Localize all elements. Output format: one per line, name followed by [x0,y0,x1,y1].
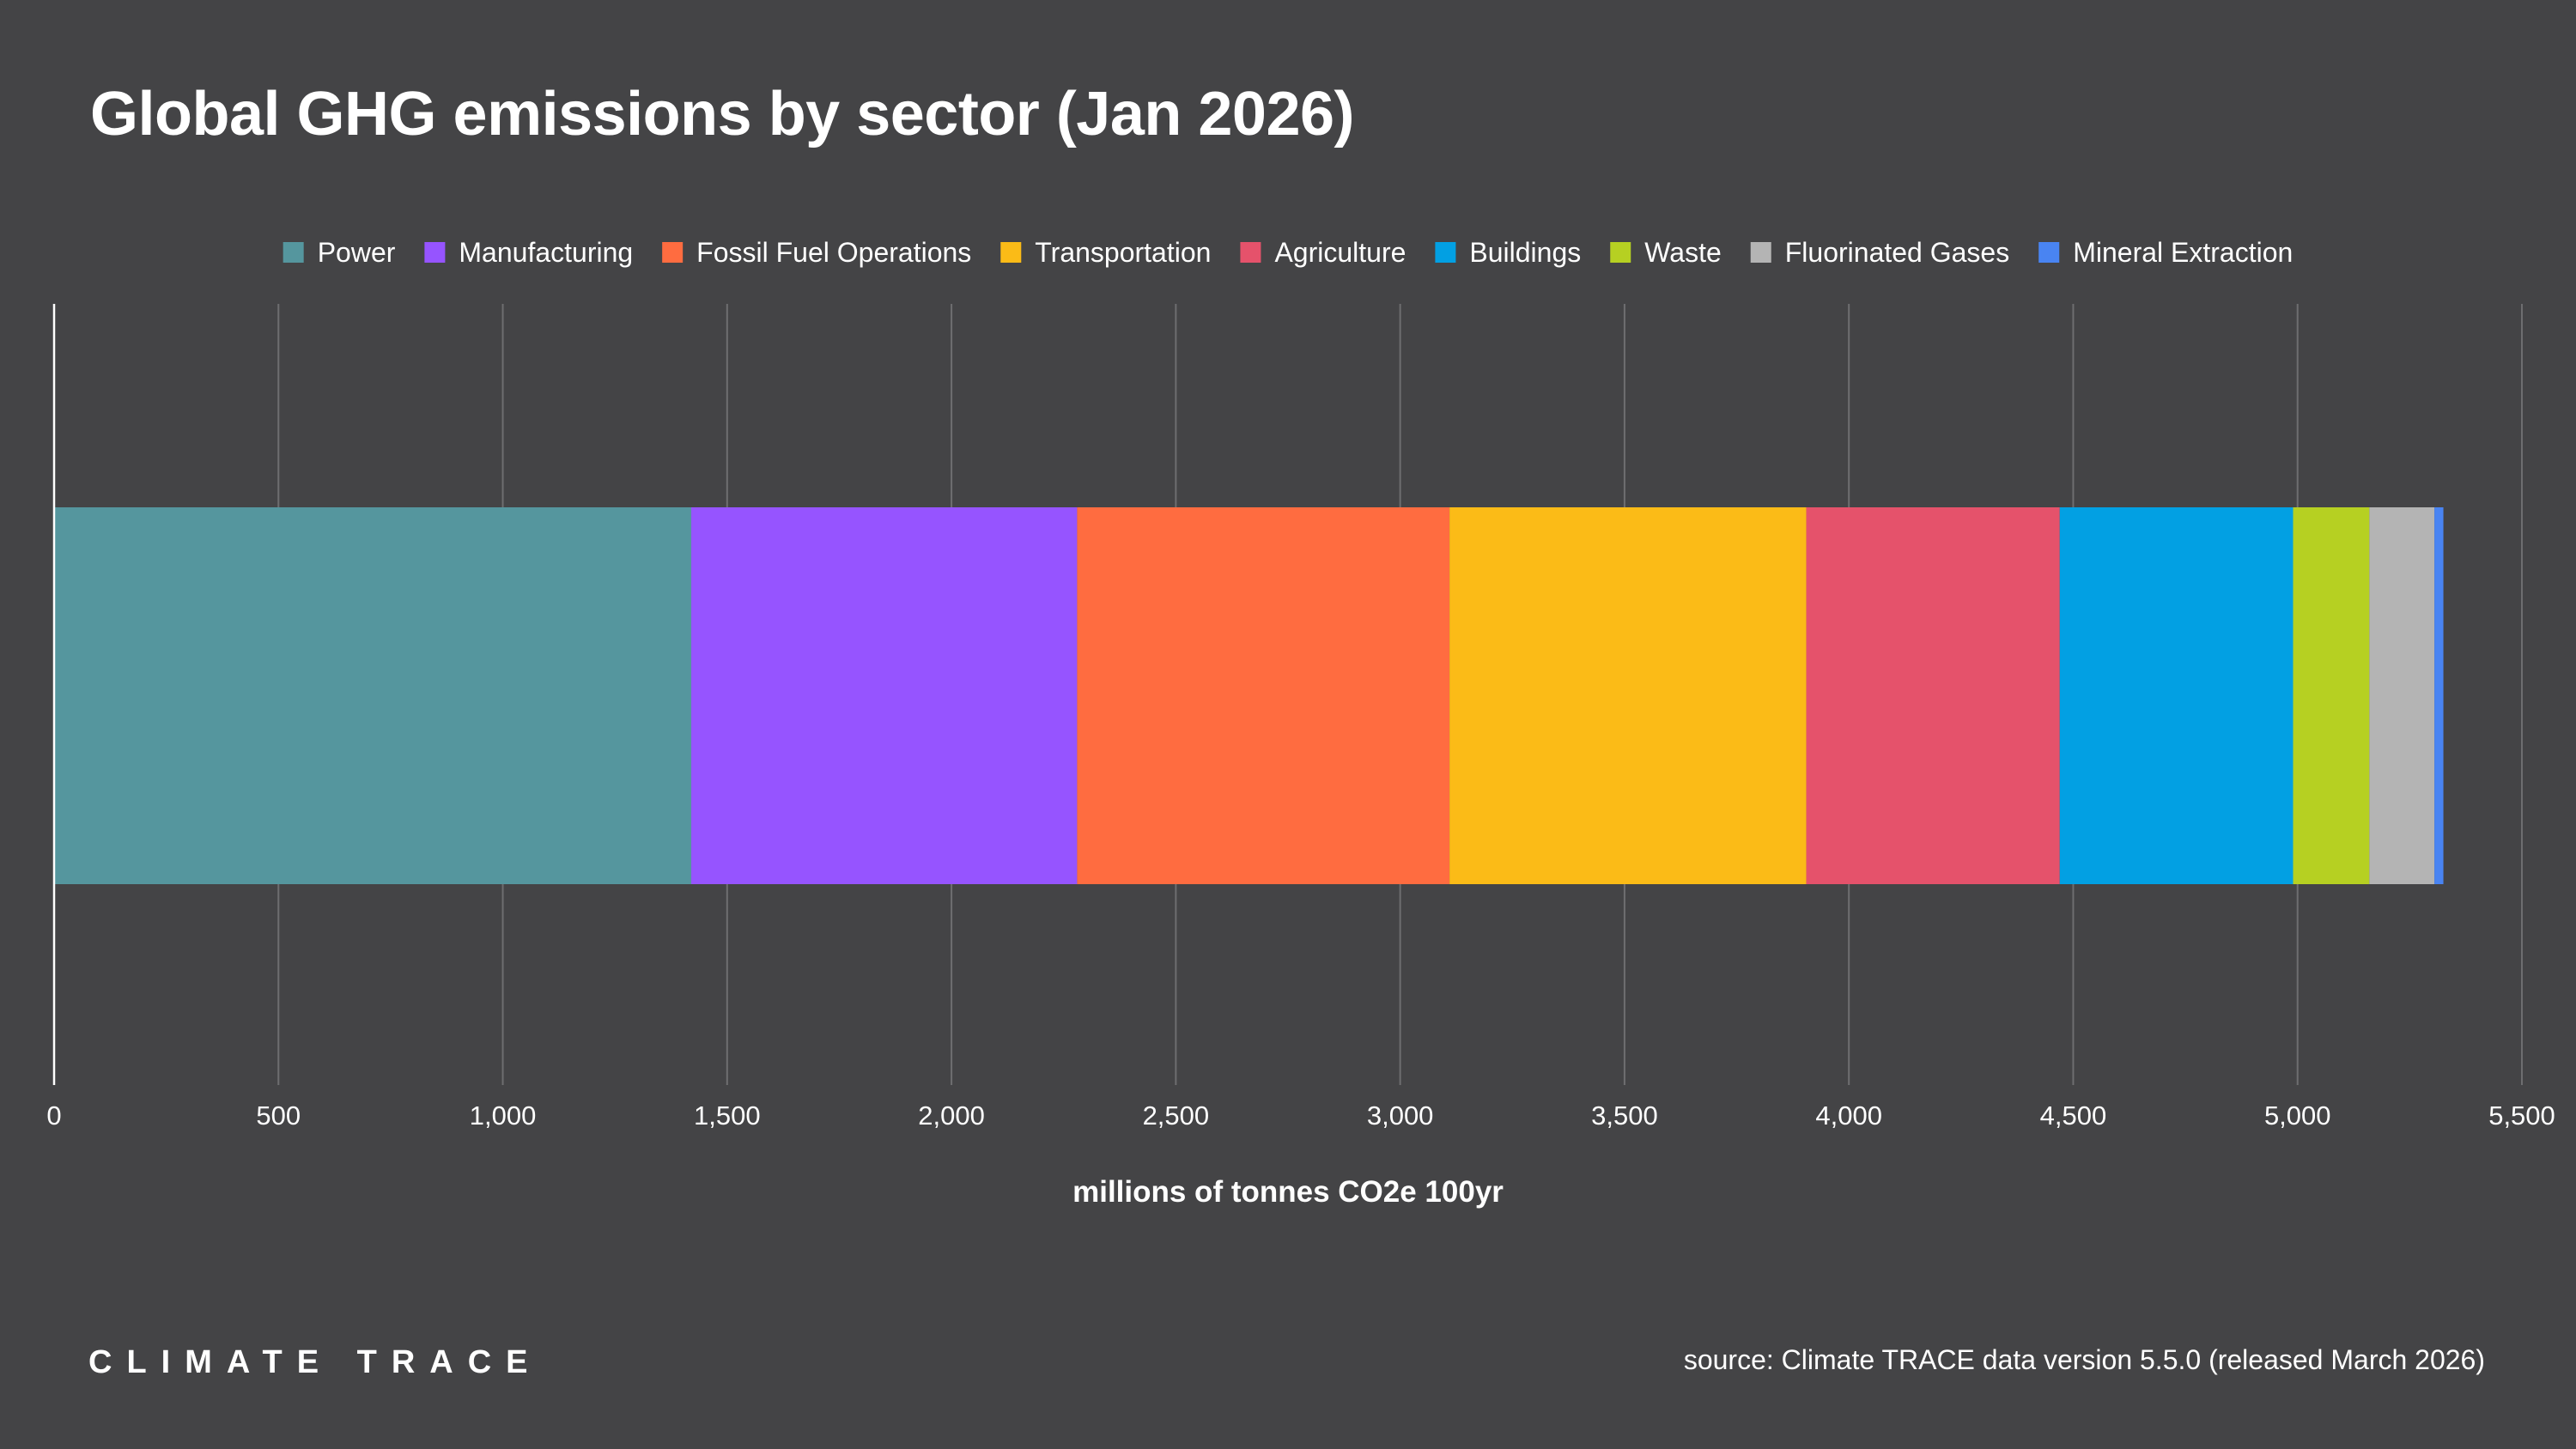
x-axis-label: millions of tonnes CO2e 100yr [1072,1175,1504,1209]
bar-segment-mineral-extraction [2434,507,2444,884]
source-note: source: Climate TRACE data version 5.5.0… [1683,1344,2485,1375]
x-tick-label: 5,500 [2488,1100,2555,1131]
legend-item-agriculture: Agriculture [1240,237,1406,268]
legend-item-mineral-extraction: Mineral Extraction [2038,237,2293,268]
legend-swatch [1750,242,1771,263]
x-tick-label: 2,500 [1143,1100,1210,1131]
legend-label: Manufacturing [459,237,633,268]
legend-label: Fluorinated Gases [1785,237,2009,268]
bar-segment-fossil-fuel-operations [1077,507,1450,884]
chart-title: Global GHG emissions by sector (Jan 2026… [90,80,1355,149]
legend-label: Mineral Extraction [2073,237,2293,268]
legend-swatch [424,242,446,263]
bar-segments [54,507,2444,884]
legend-label: Buildings [1469,237,1581,268]
legend-label: Transportation [1035,237,1211,268]
x-tick-label: 1,500 [694,1100,761,1131]
legend-item-fossil-fuel-operations: Fossil Fuel Operations [662,237,971,268]
bar-segment-transportation [1449,507,1807,884]
bar-segment-buildings [2059,507,2293,884]
legend-swatch [1610,242,1631,263]
climate-trace-logo: CLIMATE TRACE [88,1344,543,1380]
x-tick-label: 1,000 [470,1100,537,1131]
legend-item-fluorinated-gases: Fluorinated Gases [1750,237,2009,268]
x-tick-label: 3,000 [1367,1100,1434,1131]
bar-segment-manufacturing [691,507,1078,884]
x-tick-label: 3,500 [1591,1100,1658,1131]
legend-swatch [662,242,683,263]
bar-segment-waste [2293,507,2370,884]
legend-label: Agriculture [1274,237,1406,268]
x-tick-label: 4,000 [1815,1100,1882,1131]
legend-item-waste: Waste [1610,237,1722,268]
legend-label: Waste [1644,237,1722,268]
bar-segment-power [54,507,692,884]
legend-swatch [283,242,304,263]
legend-item-transportation: Transportation [1000,237,1211,268]
x-tick-label: 5,000 [2264,1100,2331,1131]
x-tick-label: 4,500 [2040,1100,2107,1131]
legend-swatch [2038,242,2060,263]
legend-swatch [1000,242,1022,263]
x-axis-ticks: 0 500 1,000 1,500 2,000 2,500 3,000 3,500 4,000 4… [46,1100,2555,1131]
x-tick-label: 500 [256,1100,301,1131]
legend-swatch [1435,242,1456,263]
bar-segment-fluorinated-gases [2369,507,2435,884]
x-tick-label: 0 [46,1100,61,1131]
bar-segment-agriculture [1806,507,2060,884]
x-tick-label: 2,000 [918,1100,985,1131]
legend-swatch [1240,242,1261,263]
legend-label: Power [318,237,396,268]
legend-label: Fossil Fuel Operations [696,237,971,268]
legend-item-buildings: Buildings [1435,237,1581,268]
legend-item-power: Power [283,237,396,268]
legend: Power Manufacturing Fossil Fuel Operations… [283,237,2293,268]
legend-item-manufacturing: Manufacturing [424,237,633,268]
